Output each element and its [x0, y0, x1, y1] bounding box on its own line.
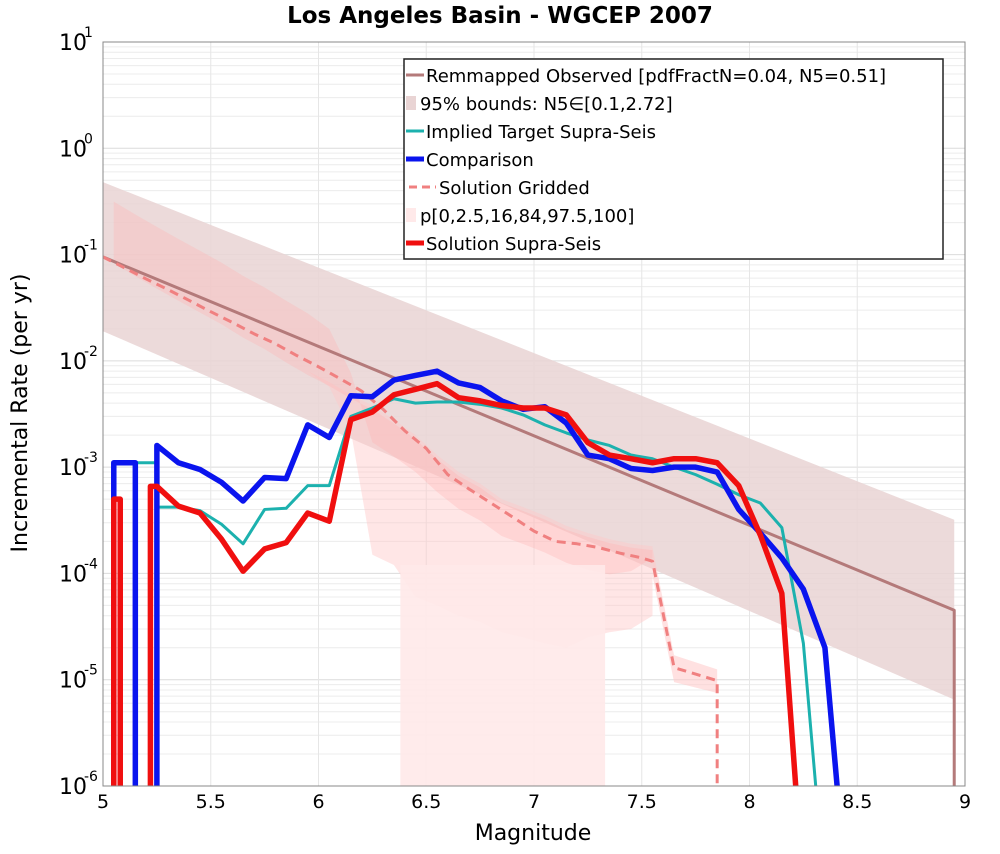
x-tick-label: 9: [959, 791, 971, 813]
bounds-band: [103, 182, 955, 700]
y-tick-exponent: 1: [84, 25, 93, 41]
x-tick-label: 7: [528, 791, 540, 813]
y-tick-label: 10: [59, 137, 87, 162]
legend-items: Remmapped Observed [pdfFractN=0.04, N5=0…: [406, 66, 886, 255]
legend-label-p-0-2-5-16-84-97-5-100: p[0,2.5,16,84,97.5,100]: [420, 206, 634, 227]
x-tick-label: 5: [97, 791, 109, 813]
legend-label-implied-target-supra-seis: Implied Target Supra-Seis: [426, 122, 656, 143]
gridded-percentile-band: [113, 259, 653, 648]
plot-frame: [102, 41, 966, 787]
legend-label-comparison: Comparison: [426, 150, 534, 171]
y-tick-exponent: -3: [84, 450, 98, 466]
series-line-comparison: [111, 368, 840, 786]
y-tick-label: 10: [59, 31, 87, 56]
x-tick-label: 8.5: [842, 791, 872, 813]
legend-swatch-p-0-2-5-16-84-97-5-100: [406, 208, 416, 222]
legend-swatch-95-bounds-n5-0-1-2-72: [406, 96, 416, 110]
x-tick-label: 7.5: [627, 791, 657, 813]
y-tick-label: 10: [59, 775, 87, 800]
y-tick-exponent: -1: [84, 238, 98, 254]
y-tick-label: 10: [59, 456, 87, 481]
x-tick-label: 5.5: [196, 791, 226, 813]
gridded-inner-band: [113, 201, 653, 575]
legend-label-solution-supra-seis: Solution Supra-Seis: [426, 234, 601, 255]
y-tick-label: 10: [59, 669, 87, 694]
series-line-solution-gridded: [103, 255, 719, 786]
y-tick-exponent: -6: [84, 769, 98, 785]
legend-label-remmapped-observed-pdffractn-0-04-n5-0-51: Remmapped Observed [pdfFractN=0.04, N5=0…: [426, 66, 886, 87]
y-tick-label: 10: [59, 350, 87, 375]
x-tick-label: 6: [312, 791, 324, 813]
x-tick-label: 8: [743, 791, 755, 813]
x-tick-label: 6.5: [411, 791, 441, 813]
y-tick-label: 10: [59, 244, 87, 269]
series-layer: [103, 255, 956, 786]
chart-title: Los Angeles Basin - WGCEP 2007: [287, 3, 713, 29]
y-tick-exponent: -4: [84, 556, 98, 572]
y-tick-exponent: -2: [84, 344, 98, 360]
y-axis-label: Incremental Rate (per yr): [8, 274, 33, 553]
gridded-zero-floor-band: [400, 565, 606, 786]
series-line-solution-supra-seis: [111, 380, 799, 786]
series-line-remmapped-observed-pdffractn-0-04-n5-0-51: [103, 255, 956, 786]
y-tick-label: 10: [59, 562, 87, 587]
legend: Remmapped Observed [pdfFractN=0.04, N5=0…: [403, 58, 944, 260]
legend-label-solution-gridded: Solution Gridded: [439, 178, 590, 199]
y-tick-exponent: -5: [84, 663, 98, 679]
x-axis-label: Magnitude: [475, 821, 592, 846]
legend-box: [403, 58, 944, 260]
y-tick-exponent: 0: [84, 131, 93, 147]
legend-label-95-bounds-n5-0-1-2-72: 95% bounds: N5∈[0.1,2.72]: [420, 94, 673, 115]
x-tick-labels: 5 5.5 6 6.5 7 7.5 8 8.5 9: [97, 791, 971, 813]
